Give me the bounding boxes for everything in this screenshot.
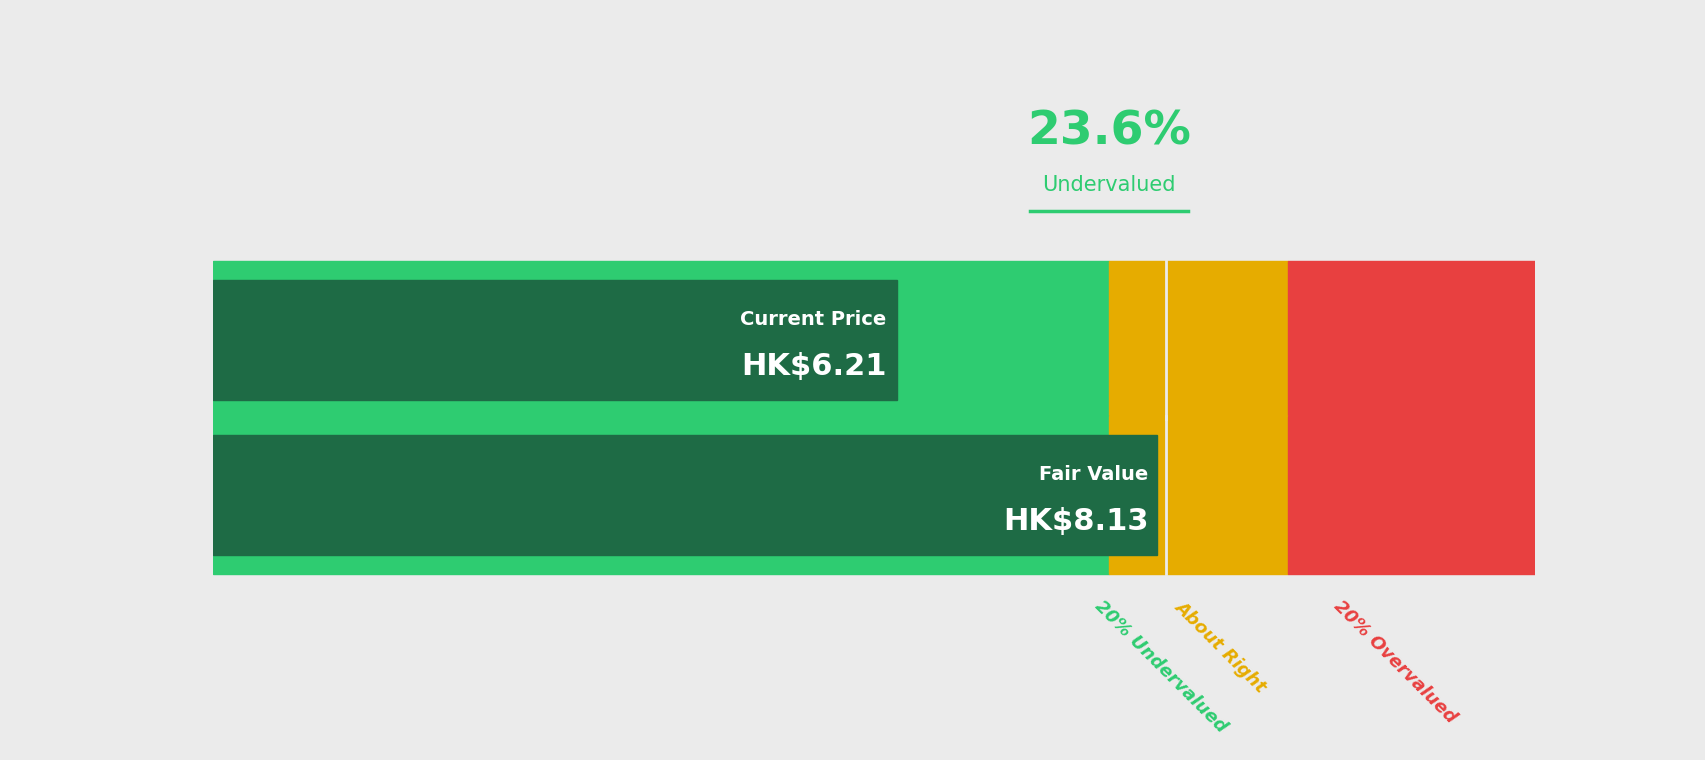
Bar (1108, 261, 1287, 419)
Text: HK$6.21: HK$6.21 (740, 352, 887, 381)
Text: Fair Value: Fair Value (1038, 465, 1147, 484)
Bar (1108, 416, 1287, 574)
Bar (1287, 416, 1534, 574)
Bar (213, 435, 1156, 555)
Text: Current Price: Current Price (740, 310, 887, 329)
Bar (213, 261, 1108, 419)
Text: 20% Undervalued: 20% Undervalued (1089, 597, 1229, 736)
Text: 23.6%: 23.6% (1026, 109, 1190, 155)
Text: 20% Overvalued: 20% Overvalued (1328, 597, 1459, 727)
Text: HK$8.13: HK$8.13 (1003, 507, 1147, 536)
Bar (213, 416, 1108, 574)
Bar (1287, 261, 1534, 419)
Bar (213, 280, 897, 400)
Text: Undervalued: Undervalued (1042, 175, 1175, 195)
Text: About Right: About Right (1171, 597, 1269, 696)
